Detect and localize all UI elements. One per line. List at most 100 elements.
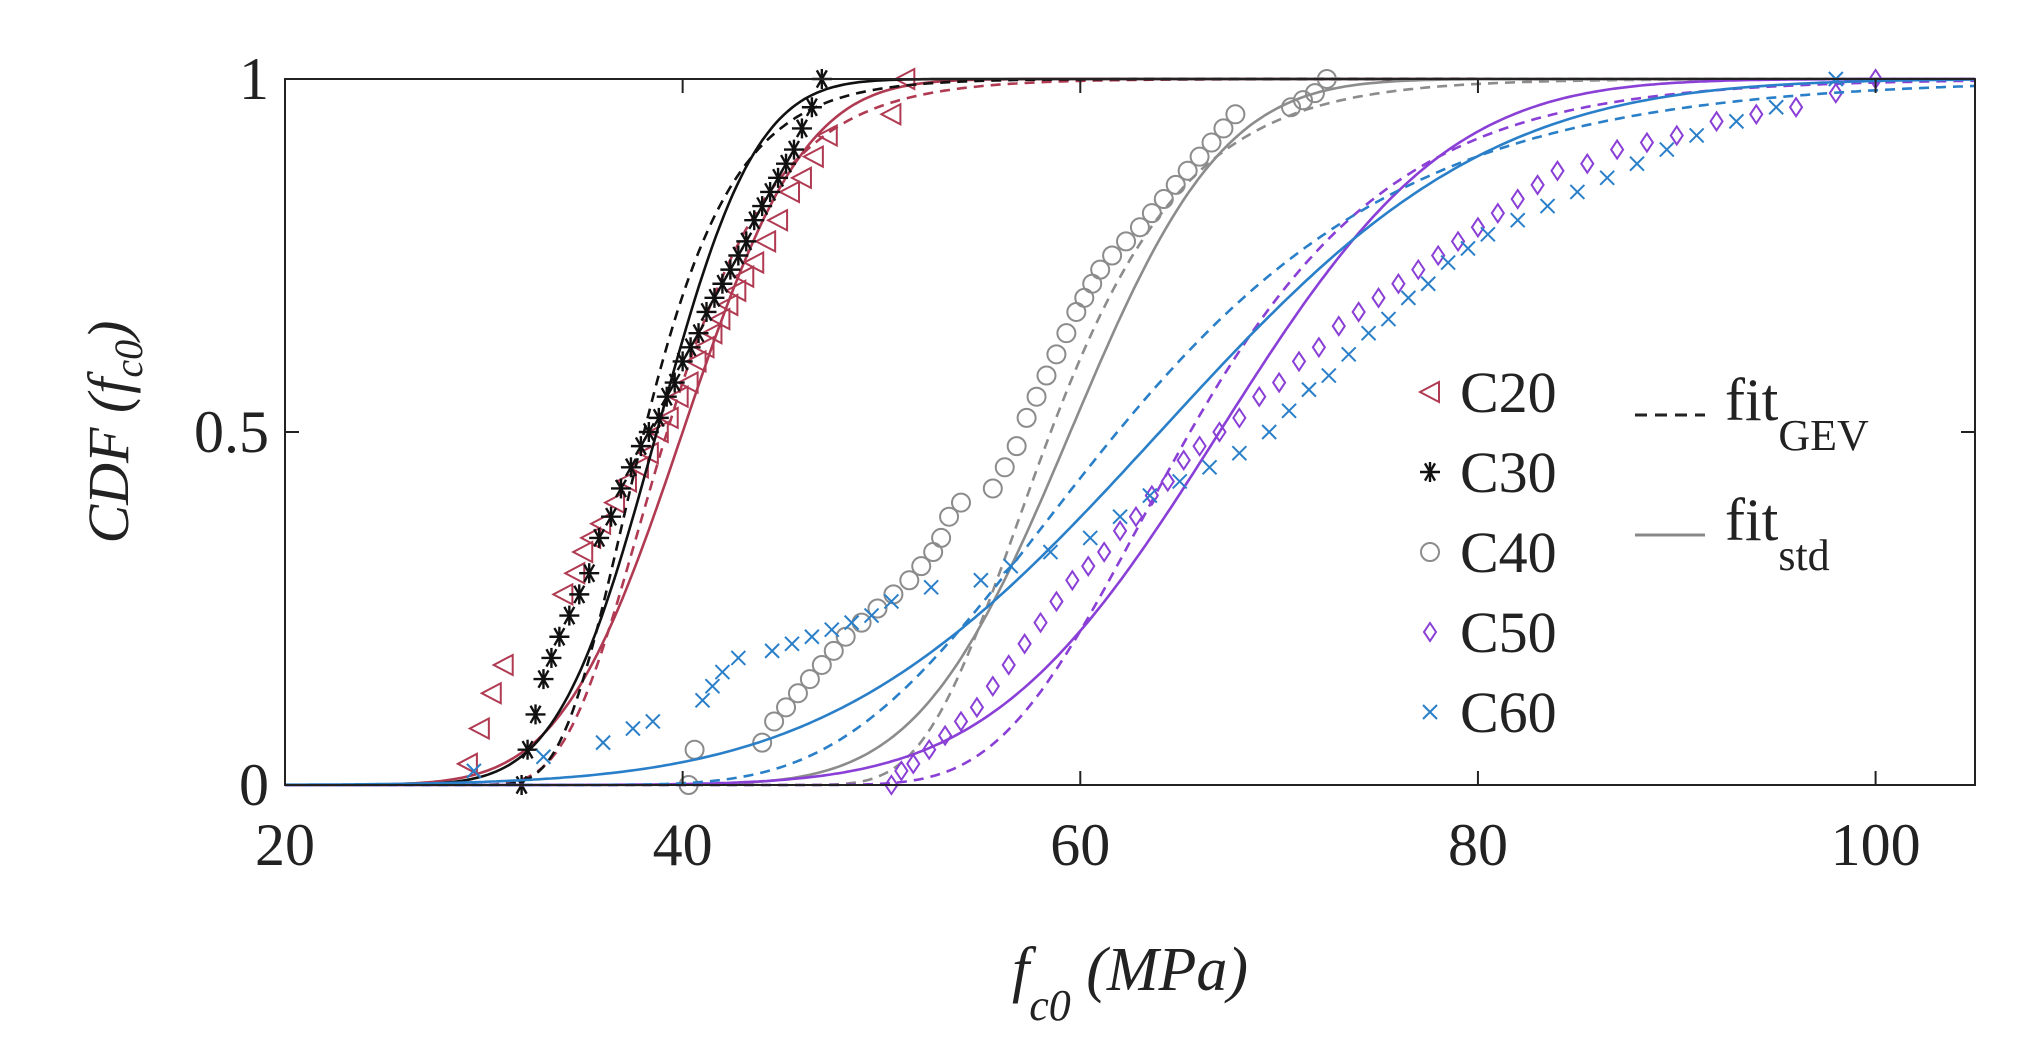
y-axis-label: CDF (fc0) (76, 320, 151, 543)
data-point-c30 (601, 506, 622, 527)
data-point-c20 (765, 208, 789, 232)
data-point-c40 (776, 697, 797, 718)
data-point-c40 (939, 506, 960, 527)
data-point-c50 (921, 738, 937, 761)
data-point-c30 (611, 478, 632, 499)
legend-fit-label: fitGEV (1725, 367, 1869, 460)
data-point-c50 (1639, 131, 1655, 154)
data-point-c40 (1006, 436, 1027, 457)
data-point-c50 (1081, 555, 1096, 577)
data-point-c20 (801, 145, 824, 169)
legend-label: C50 (1460, 600, 1557, 665)
data-point-c40 (1201, 132, 1222, 153)
data-point-c20 (716, 293, 739, 317)
legend-marker-c60 (1422, 704, 1438, 720)
data-point-c20 (742, 250, 765, 275)
data-point-c40 (1141, 203, 1162, 224)
legend-label: C30 (1460, 440, 1557, 505)
data-point-c50 (937, 724, 953, 747)
data-point-c20 (614, 469, 637, 494)
data-point-c60 (1042, 544, 1059, 560)
data-point-c30 (541, 647, 562, 668)
data-point-c50 (1212, 421, 1227, 443)
data-point-c60 (1380, 311, 1397, 327)
data-point-c50 (1788, 96, 1804, 119)
data-point-c20 (724, 279, 747, 303)
data-point-c60 (1460, 240, 1476, 257)
x-tick-label: 100 (1831, 812, 1921, 878)
data-point-c50 (1065, 569, 1080, 592)
data-point-c50 (1291, 350, 1307, 373)
data-point-c60 (1728, 113, 1745, 130)
data-point-c50 (1192, 435, 1207, 457)
data-point-c30 (549, 626, 570, 647)
data-point-c60 (1480, 226, 1496, 243)
data-point-c60 (1569, 184, 1586, 200)
legend-entry-fit-gev: fitGEV (1635, 367, 1869, 460)
data-point-c30 (801, 97, 822, 118)
data-point-c30 (664, 372, 685, 393)
data-point-c40 (899, 570, 920, 591)
legend-entry-fit-std: fitstd (1635, 487, 1830, 580)
data-point-c40 (951, 492, 971, 513)
data-point-c50 (1510, 188, 1525, 210)
legend-marker-c50 (1422, 621, 1438, 643)
data-point-c30 (648, 407, 669, 428)
data-point-c50 (1828, 82, 1844, 104)
data-point-c30 (620, 457, 641, 478)
x-tick-label: 40 (653, 812, 713, 878)
data-point-c60 (1142, 487, 1158, 504)
legend-marker-c40 (1420, 542, 1440, 562)
data-point-c40 (1165, 174, 1186, 195)
data-point-c60 (1768, 99, 1784, 115)
data-point-c40 (1225, 104, 1246, 125)
data-point-c40 (982, 478, 1003, 499)
data-point-c50 (1232, 407, 1247, 429)
data-point-c30 (559, 605, 580, 626)
legend-label: C60 (1460, 680, 1557, 745)
data-point-c50 (1749, 103, 1764, 126)
data-point-c50 (906, 753, 921, 775)
data-point-c40 (1177, 160, 1198, 181)
data-point-c20 (815, 123, 838, 148)
data-point-c50 (1351, 301, 1366, 323)
legend-marker-c30 (1420, 462, 1440, 482)
data-point-c40 (1026, 386, 1047, 407)
data-point-c20 (467, 716, 490, 741)
x-axis-label-unit: (MPa) (1071, 936, 1248, 1004)
data-point-c40 (994, 457, 1015, 478)
legend-entry-c40: C40 (1420, 520, 1557, 585)
data-point-c20 (684, 349, 707, 374)
data-point-c60 (764, 643, 780, 659)
data-point-c30 (760, 181, 781, 202)
legend-entry-c60: C60 (1422, 680, 1557, 745)
data-point-c40 (1036, 365, 1057, 386)
data-point-c60 (535, 749, 552, 765)
data-point-c50 (1609, 138, 1625, 161)
data-point-c50 (1096, 541, 1112, 563)
data-point-c60 (1002, 558, 1019, 574)
data-point-c60 (595, 734, 611, 751)
data-point-c40 (1292, 90, 1313, 111)
data-point-c30 (791, 118, 812, 139)
data-point-c60 (923, 579, 939, 596)
data-point-c60 (1688, 127, 1705, 144)
data-point-c60 (1261, 424, 1277, 440)
legend-marker-c20 (1417, 380, 1440, 404)
data-point-c40 (911, 556, 932, 577)
data-point-c50 (884, 774, 899, 796)
data-point-c20 (708, 307, 731, 331)
data-point-c20 (602, 490, 626, 515)
data-point-c50 (1112, 520, 1128, 542)
data-point-c40 (823, 640, 844, 661)
data-point-c50 (1391, 272, 1406, 295)
y-tick-label: 1 (239, 46, 269, 112)
data-point-c20 (479, 681, 502, 705)
data-point-c20 (692, 335, 715, 359)
data-point-c50 (1580, 152, 1595, 175)
data-point-c20 (777, 180, 801, 204)
legend-entry-c20: C20 (1417, 360, 1557, 425)
data-point-c60 (1201, 459, 1218, 476)
data-point-c30 (630, 436, 651, 457)
